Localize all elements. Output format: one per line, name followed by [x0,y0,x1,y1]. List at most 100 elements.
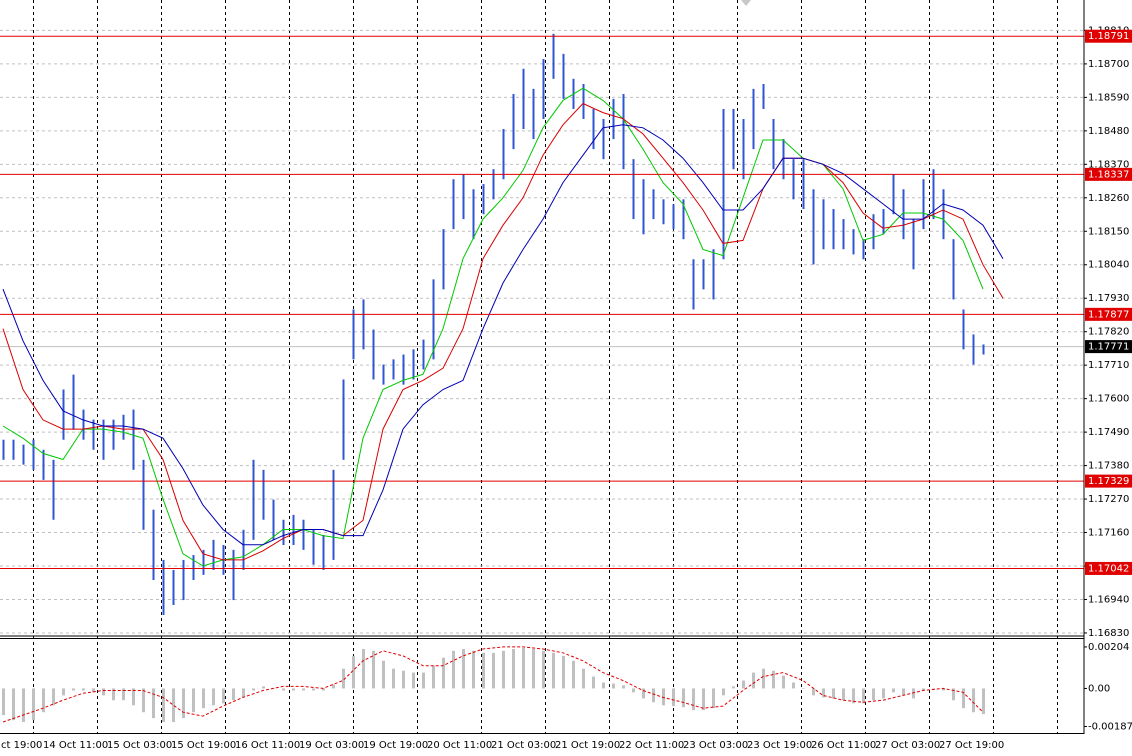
current-price-label: 1.17771 [1088,342,1129,353]
histogram-bar [812,688,815,696]
histogram-bar [392,668,395,689]
histogram-bar [842,688,845,701]
histogram-bar [352,655,355,689]
histogram-bar [292,688,295,691]
histogram-bar [602,682,605,689]
histogram-bar [642,688,645,699]
level-label-box [1085,29,1132,43]
y-tick-label: 1.18150 [1088,226,1129,237]
histogram-bar [912,688,915,699]
level-label-box [1085,474,1132,488]
histogram-bar [92,688,95,693]
histogram-bar [12,688,15,721]
y-tick-label: 0.00204 [1088,642,1129,653]
histogram-bar [222,688,225,704]
signal-line [2,646,984,723]
histogram-bar [472,650,475,689]
y-tick-label: 1.17710 [1088,360,1129,371]
histogram-bar [522,647,525,689]
histogram-bar [152,688,155,719]
histogram-bar [622,685,625,689]
histogram-bar [362,648,365,689]
histogram-bar [732,686,735,689]
x-tick-label: 23 Oct 19:00 [747,740,812,751]
histogram-bar [932,688,935,689]
histogram-bar [102,688,105,696]
histogram-bar [342,668,345,689]
y-tick-label: 1.17930 [1088,293,1129,304]
histogram-bar [572,660,575,689]
histogram-bar [982,688,985,715]
histogram-bar [882,688,885,699]
shift-marker [741,0,751,6]
price-axis: 1.168301.169401.170501.171601.172701.173… [1084,25,1132,733]
histogram-bar [652,688,655,703]
histogram-bar [242,688,245,698]
x-tick-label: 23 Oct 03:00 [683,740,748,751]
histogram-bar [832,688,835,699]
histogram-bar [552,652,555,689]
x-tick-label: ct 19:00 [1,740,42,751]
histogram-bar [852,688,855,704]
histogram-bar [332,684,335,689]
level-label: 1.17329 [1088,476,1129,487]
histogram-bar [792,682,795,689]
x-tick-label: 27 Oct 19:00 [939,740,1004,751]
y-tick-label: 1.17160 [1088,528,1129,539]
histogram-bar [252,688,255,691]
x-tick-label: 14 Oct 11:00 [43,740,108,751]
histogram-bar [372,650,375,689]
histogram-bar [132,688,135,706]
y-tick-label: 1.17600 [1088,394,1129,405]
histogram-bar [52,688,55,706]
histogram-bar [482,652,485,689]
histogram-bar [282,688,285,691]
x-tick-label: 15 Oct 03:00 [107,740,172,751]
x-tick-label: 27 Oct 03:00 [875,740,940,751]
histogram-bar [492,652,495,689]
histogram-bar [212,688,215,706]
y-tick-label: -0.001871 [1088,722,1132,733]
histogram-bar [712,688,715,709]
histogram-bar [902,688,905,696]
y-tick-label: 1.17270 [1088,494,1129,505]
level-label: 1.18791 [1088,31,1129,42]
histogram-bar [192,688,195,713]
histogram-bar [722,688,725,696]
histogram-bar [62,688,65,696]
histogram-bar [122,688,125,701]
histogram-bar [442,657,445,689]
histogram-bar [312,688,315,691]
histogram-bar [202,688,205,709]
histogram-bar [952,688,955,701]
y-tick-label: 0.00 [1088,683,1110,694]
histogram-bar [742,680,745,689]
histogram-bar [402,670,405,689]
histogram-bar [532,648,535,689]
histogram-bar [22,688,25,723]
histogram-bar [452,650,455,689]
y-tick-label: 1.17380 [1088,461,1129,472]
histogram-bar [172,688,175,723]
y-tick-label: 1.17820 [1088,327,1129,338]
y-tick-label: 1.18370 [1088,159,1129,170]
histogram-bar [942,688,945,691]
histogram-bar [502,650,505,689]
histogram-bar [872,688,875,701]
histogram-bar [432,665,435,689]
histogram-bar [322,688,325,691]
histogram-bar [232,688,235,701]
histogram-bar [662,688,665,706]
histogram-bar [262,686,265,689]
y-tick-label: 1.18260 [1088,193,1129,204]
x-tick-label: 22 Oct 11:00 [619,740,684,751]
histogram-bar [822,688,825,698]
x-tick-label: 19 Oct 03:00 [299,740,364,751]
histogram-bar [892,688,895,693]
histogram-bar [42,688,45,713]
histogram-bar [692,688,695,711]
y-tick-label: 1.16940 [1088,594,1129,605]
histogram-bar [972,688,975,713]
histogram-bar [802,688,805,689]
